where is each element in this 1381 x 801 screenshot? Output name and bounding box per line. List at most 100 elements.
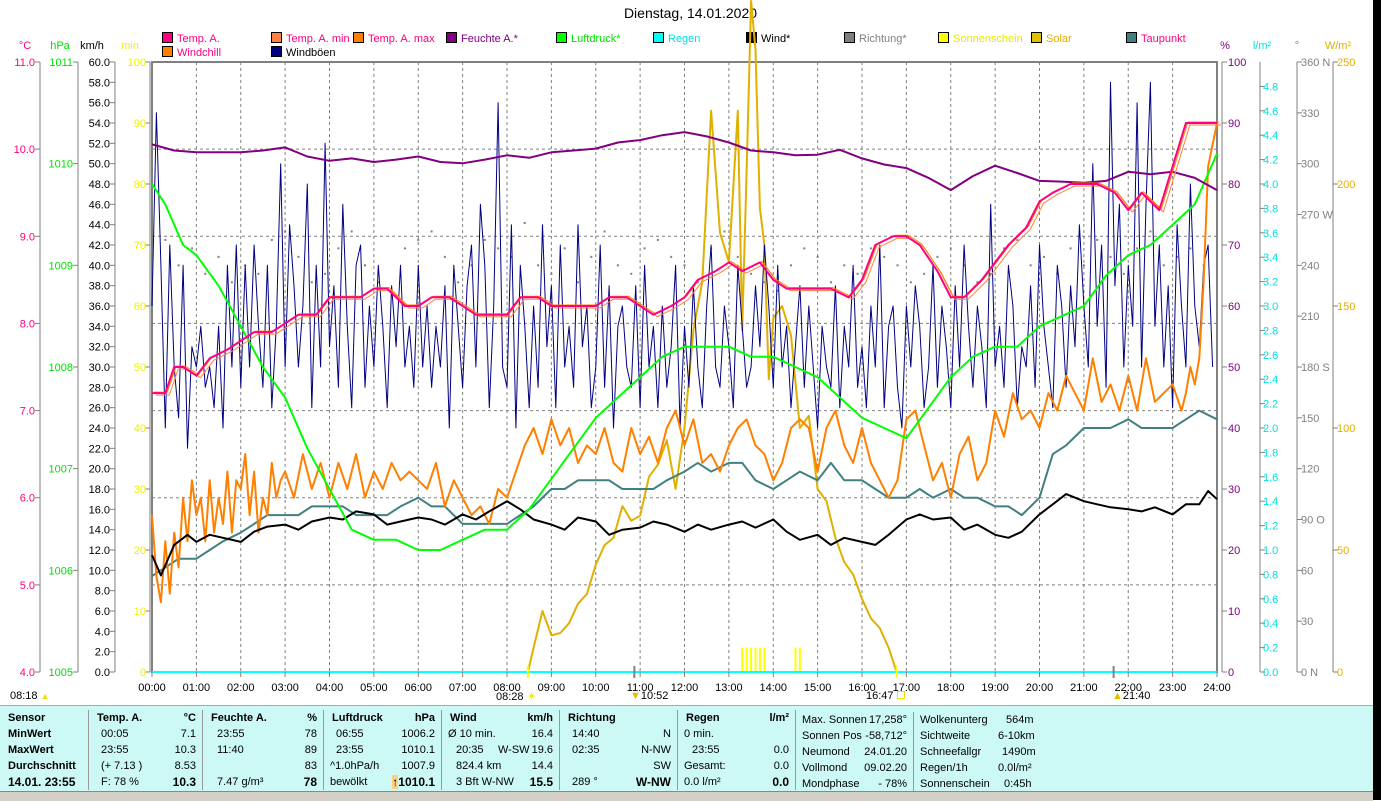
bar-sonnenschein — [798, 647, 801, 672]
axis-tick-label: 1006 — [49, 565, 73, 577]
axis-tick-label: 0.8 — [1263, 569, 1278, 581]
legend-label: Temp. A. — [177, 33, 220, 45]
stats-panel: Sensor MinWert MaxWert Durchschnitt 14.0… — [0, 705, 1373, 792]
axis-tick-label: 16.0 — [89, 504, 110, 516]
misc-row: Regen/1h 0.0l/m² — [920, 762, 1032, 774]
point-richtung — [497, 247, 500, 250]
point-richtung — [1189, 247, 1192, 250]
legend-label: Sonnenschein — [953, 33, 1023, 45]
point-richtung — [284, 230, 287, 233]
axis-tick-label: 1.6 — [1263, 472, 1278, 484]
legend-item: Taupunkt — [1126, 32, 1186, 45]
bar-sonnenschein — [763, 647, 766, 672]
axis-tick-label: 48.0 — [89, 179, 110, 191]
misc-row: Sonnenschein 0:45h — [920, 778, 1032, 790]
axis-unit-label: l/m² — [1253, 40, 1272, 52]
axis-tick-label: 2.0 — [1263, 423, 1278, 435]
axis-tick-label: 1005 — [49, 667, 73, 679]
point-richtung — [643, 247, 646, 250]
axis-tick-label: 5.0 — [20, 580, 35, 592]
direction-row: 14:40 N — [572, 728, 671, 740]
point-richtung — [763, 281, 766, 284]
pressure-header: Luftdruck hPa — [332, 712, 435, 724]
legend-swatch — [556, 32, 567, 43]
axis-tick-label: 210 — [1301, 311, 1319, 323]
point-richtung — [457, 281, 460, 284]
axis-tick-label: 46.0 — [89, 199, 110, 211]
wind-row: Ø 10 min. 16.4 — [448, 728, 553, 740]
legend-label: Temp. A. max — [368, 33, 435, 45]
point-richtung — [1122, 272, 1125, 275]
x-tick-label: 09:00 — [538, 682, 566, 694]
axis-tick-label: 4.0 — [95, 626, 110, 638]
axis-tick-label: 80 — [1228, 179, 1240, 191]
axis-tick-label: 80 — [134, 179, 146, 191]
axis-tick-label: 60 — [1228, 301, 1240, 313]
point-richtung — [324, 272, 327, 275]
axis-tick-label: 1010 — [49, 159, 73, 171]
axis-tick-label: 2.8 — [1263, 325, 1278, 337]
axis-tick-label: 100 — [128, 57, 146, 69]
sensor-row: Durchschnitt — [8, 760, 76, 772]
point-richtung — [1003, 247, 1005, 250]
axis-tick-label: 2.0 — [95, 647, 110, 659]
point-richtung — [590, 255, 593, 258]
legend-swatch — [746, 32, 757, 43]
axis-tick-label: 4.4 — [1263, 130, 1278, 142]
axis-tick-label: 3.8 — [1263, 203, 1278, 215]
axis-unit-label: °C — [19, 40, 31, 52]
axis-tick-label: 1.2 — [1263, 521, 1278, 533]
axis-tick-label: 0 — [140, 667, 146, 679]
point-richtung — [337, 247, 340, 250]
point-richtung — [603, 230, 606, 233]
astro-row: Max. Sonnen 17,258° — [802, 714, 907, 726]
axis-tick-label: 50 — [1228, 362, 1240, 374]
point-richtung — [869, 247, 872, 250]
point-richtung — [297, 255, 300, 258]
legend-item: Temp. A. max — [353, 32, 435, 45]
moonset-time: 08:18 — [10, 690, 38, 702]
humidity-row: 83 — [304, 760, 317, 772]
axis-tick-label: 34.0 — [89, 321, 110, 333]
point-richtung — [936, 255, 939, 258]
point-richtung — [683, 264, 686, 267]
temp-row: 00:05 7.1 — [101, 728, 196, 740]
x-tick-label: 19:00 — [981, 682, 1009, 694]
humidity-header: Feuchte A.% — [211, 712, 317, 724]
axis-unit-label: ° — [1295, 40, 1299, 52]
point-richtung — [190, 247, 193, 250]
stats-wind-col: Wind km/h Ø 10 min. 16.4 20:35 W-SW 19.6 824… — [442, 710, 560, 790]
axis-tick-label: 2.4 — [1263, 374, 1278, 386]
axis-tick-label: 8.0 — [20, 318, 35, 330]
series-temp-a — [152, 122, 1217, 395]
point-richtung — [989, 272, 992, 275]
series-luftdruck — [151, 153, 1218, 551]
point-richtung — [616, 264, 619, 267]
point-richtung — [909, 281, 912, 284]
stats-rain-col: Regen l/m² 0 min. 23:55 0.0 Gesamt: 0.0 0.0… — [678, 710, 796, 790]
axis-tick-label: 300 — [1301, 159, 1319, 171]
legend-item: Windchill — [162, 46, 221, 59]
axis-tick-label: 40.0 — [89, 260, 110, 272]
point-richtung — [896, 264, 899, 267]
stats-humidity-col: Feuchte A.% 23:55 78 11:40 89 83 7.47 g/m³… — [203, 710, 324, 790]
axis-tick-label: 0 N — [1301, 667, 1318, 679]
axis-tick-label: 18.0 — [89, 484, 110, 496]
axis-tick-label: 20.0 — [89, 464, 110, 476]
sensor-row: MinWert — [8, 728, 52, 740]
axis-tick-label: 120 — [1301, 464, 1319, 476]
x-tick-label: 22:00 — [1114, 682, 1142, 694]
legend-swatch — [271, 32, 282, 43]
rain-row: 23:55 0.0 — [692, 744, 789, 756]
axis-tick-label: 58.0 — [89, 77, 110, 89]
bar-sonnenschein — [741, 647, 744, 672]
axis-tick-label: 32.0 — [89, 342, 110, 354]
legend-swatch — [1126, 32, 1137, 43]
axis-tick-label: 56.0 — [89, 98, 110, 110]
axis-tick-label: 1.8 — [1263, 447, 1278, 459]
point-richtung — [470, 264, 473, 267]
legend-label: Regen — [668, 33, 701, 45]
axis-tick-label: 1007 — [49, 464, 73, 476]
legend-item: Windböen — [271, 46, 336, 59]
point-richtung — [923, 272, 926, 275]
